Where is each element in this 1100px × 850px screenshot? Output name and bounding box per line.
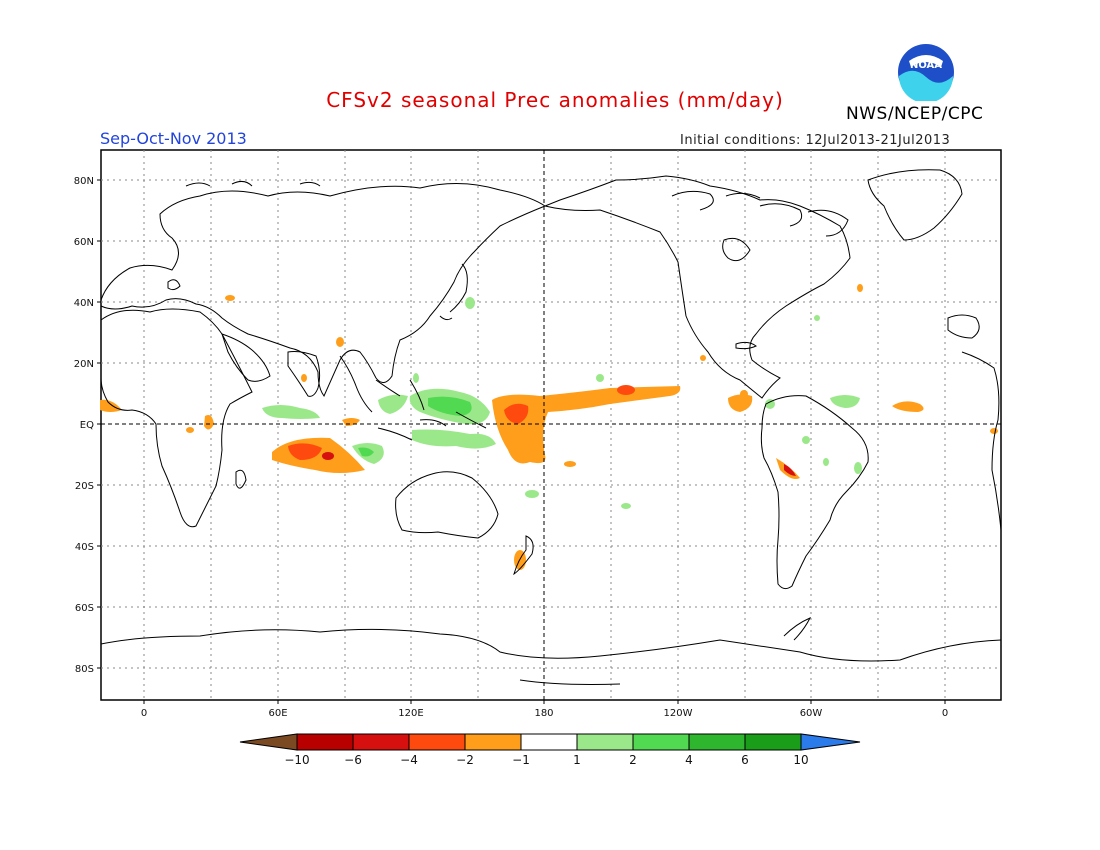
arctic-islands-outline bbox=[671, 190, 803, 227]
lon-label: 120W bbox=[664, 708, 693, 719]
latitude-labels: 80N 60N 40N 20N EQ 20S 40S 60S 80S bbox=[74, 176, 94, 675]
strong-negative-south-indian-ocean bbox=[288, 443, 322, 460]
lat-label: EQ bbox=[80, 420, 94, 431]
colorbar-arrow-low bbox=[239, 733, 298, 751]
map-frame bbox=[100, 149, 1002, 701]
season-label: Sep-Oct-Nov 2013 bbox=[100, 129, 247, 148]
southern-ocean-rim bbox=[519, 679, 621, 685]
noaa-logo: NOAA bbox=[898, 44, 954, 101]
greenland-outline bbox=[867, 169, 963, 241]
lat-label: 80S bbox=[75, 664, 94, 675]
lat-label: 40N bbox=[74, 298, 94, 309]
colorbar-label: 1 bbox=[573, 753, 581, 767]
cuba-outline bbox=[735, 341, 757, 350]
colorbar-label: 6 bbox=[741, 753, 749, 767]
north-america-outline bbox=[543, 175, 851, 399]
colorbar-arrow-high bbox=[800, 733, 861, 751]
coastlines bbox=[100, 169, 1002, 685]
svg-text:NOAA: NOAA bbox=[910, 60, 942, 71]
lon-label: 0 bbox=[942, 708, 948, 719]
lon-label: 60E bbox=[268, 708, 287, 719]
west-africa-east-outline bbox=[961, 351, 1002, 531]
colorbar-swatch bbox=[296, 733, 354, 751]
antarctica-outline bbox=[100, 628, 1002, 662]
map-title: CFSv2 seasonal Prec anomalies (mm/day) bbox=[326, 88, 784, 112]
strong-negative-central-pacific bbox=[504, 403, 529, 424]
lat-label: 20S bbox=[75, 481, 94, 492]
colorbar-label: 2 bbox=[629, 753, 637, 767]
reference-lines bbox=[101, 150, 1001, 700]
lon-label: 180 bbox=[534, 708, 553, 719]
southeast-asia-outline bbox=[339, 355, 425, 413]
lat-lon-grid bbox=[101, 150, 1001, 700]
colorbar-swatch bbox=[520, 733, 578, 751]
uk-outline bbox=[167, 279, 181, 291]
antarctic-peninsula-outline bbox=[783, 617, 812, 641]
arabia-outline bbox=[221, 333, 271, 382]
iberia-outline bbox=[947, 314, 980, 339]
colorbar-label: 10 bbox=[793, 753, 808, 767]
longitude-labels: 0 60E 120E 180 120W 60W 0 bbox=[141, 708, 948, 719]
colorbar-swatch bbox=[576, 733, 634, 751]
colorbar-swatch bbox=[632, 733, 690, 751]
baffin-island-outline bbox=[807, 209, 849, 237]
madagascar-outline bbox=[235, 469, 247, 489]
indonesia-outline bbox=[377, 411, 487, 441]
lat-label: 20N bbox=[74, 359, 94, 370]
svalbard-outline bbox=[185, 180, 321, 187]
lat-label: 60N bbox=[74, 237, 94, 248]
hudson-bay-outline bbox=[722, 237, 751, 262]
colorbar-swatch bbox=[688, 733, 746, 751]
colorbar-label: −6 bbox=[344, 753, 362, 767]
japan-outline bbox=[439, 263, 468, 321]
colorbar-label: −4 bbox=[400, 753, 418, 767]
agency-label: NWS/NCEP/CPC bbox=[846, 104, 984, 124]
colorbar-swatch bbox=[464, 733, 522, 751]
africa-outline bbox=[100, 308, 253, 528]
lon-label: 0 bbox=[141, 708, 147, 719]
colorbar-swatch bbox=[408, 733, 466, 751]
south-america-outline bbox=[760, 395, 869, 590]
colorbar-label: −1 bbox=[512, 753, 530, 767]
colorbar-label: −2 bbox=[456, 753, 474, 767]
lon-label: 60W bbox=[800, 708, 823, 719]
initial-conditions-label: Initial conditions: 12Jul2013-21Jul2013 bbox=[680, 133, 951, 148]
colorbar: −10 −6 −4 −2 −1 1 2 4 6 10 bbox=[239, 733, 861, 767]
colorbar-label: 4 bbox=[685, 753, 693, 767]
colorbar-label: −10 bbox=[284, 753, 309, 767]
australia-outline bbox=[395, 471, 499, 539]
colorbar-swatch bbox=[744, 733, 802, 751]
europe-asia-outline bbox=[100, 183, 547, 397]
lat-label: 60S bbox=[75, 603, 94, 614]
lon-label: 120E bbox=[398, 708, 423, 719]
negative-anomaly-central-pacific bbox=[492, 386, 681, 464]
precip-anomaly-shading bbox=[100, 284, 998, 570]
colorbar-swatch bbox=[352, 733, 410, 751]
lat-ticks bbox=[97, 179, 946, 704]
lat-label: 80N bbox=[74, 176, 94, 187]
india-outline bbox=[287, 351, 321, 397]
new-zealand-outline bbox=[513, 535, 534, 576]
lat-label: 40S bbox=[75, 542, 94, 553]
